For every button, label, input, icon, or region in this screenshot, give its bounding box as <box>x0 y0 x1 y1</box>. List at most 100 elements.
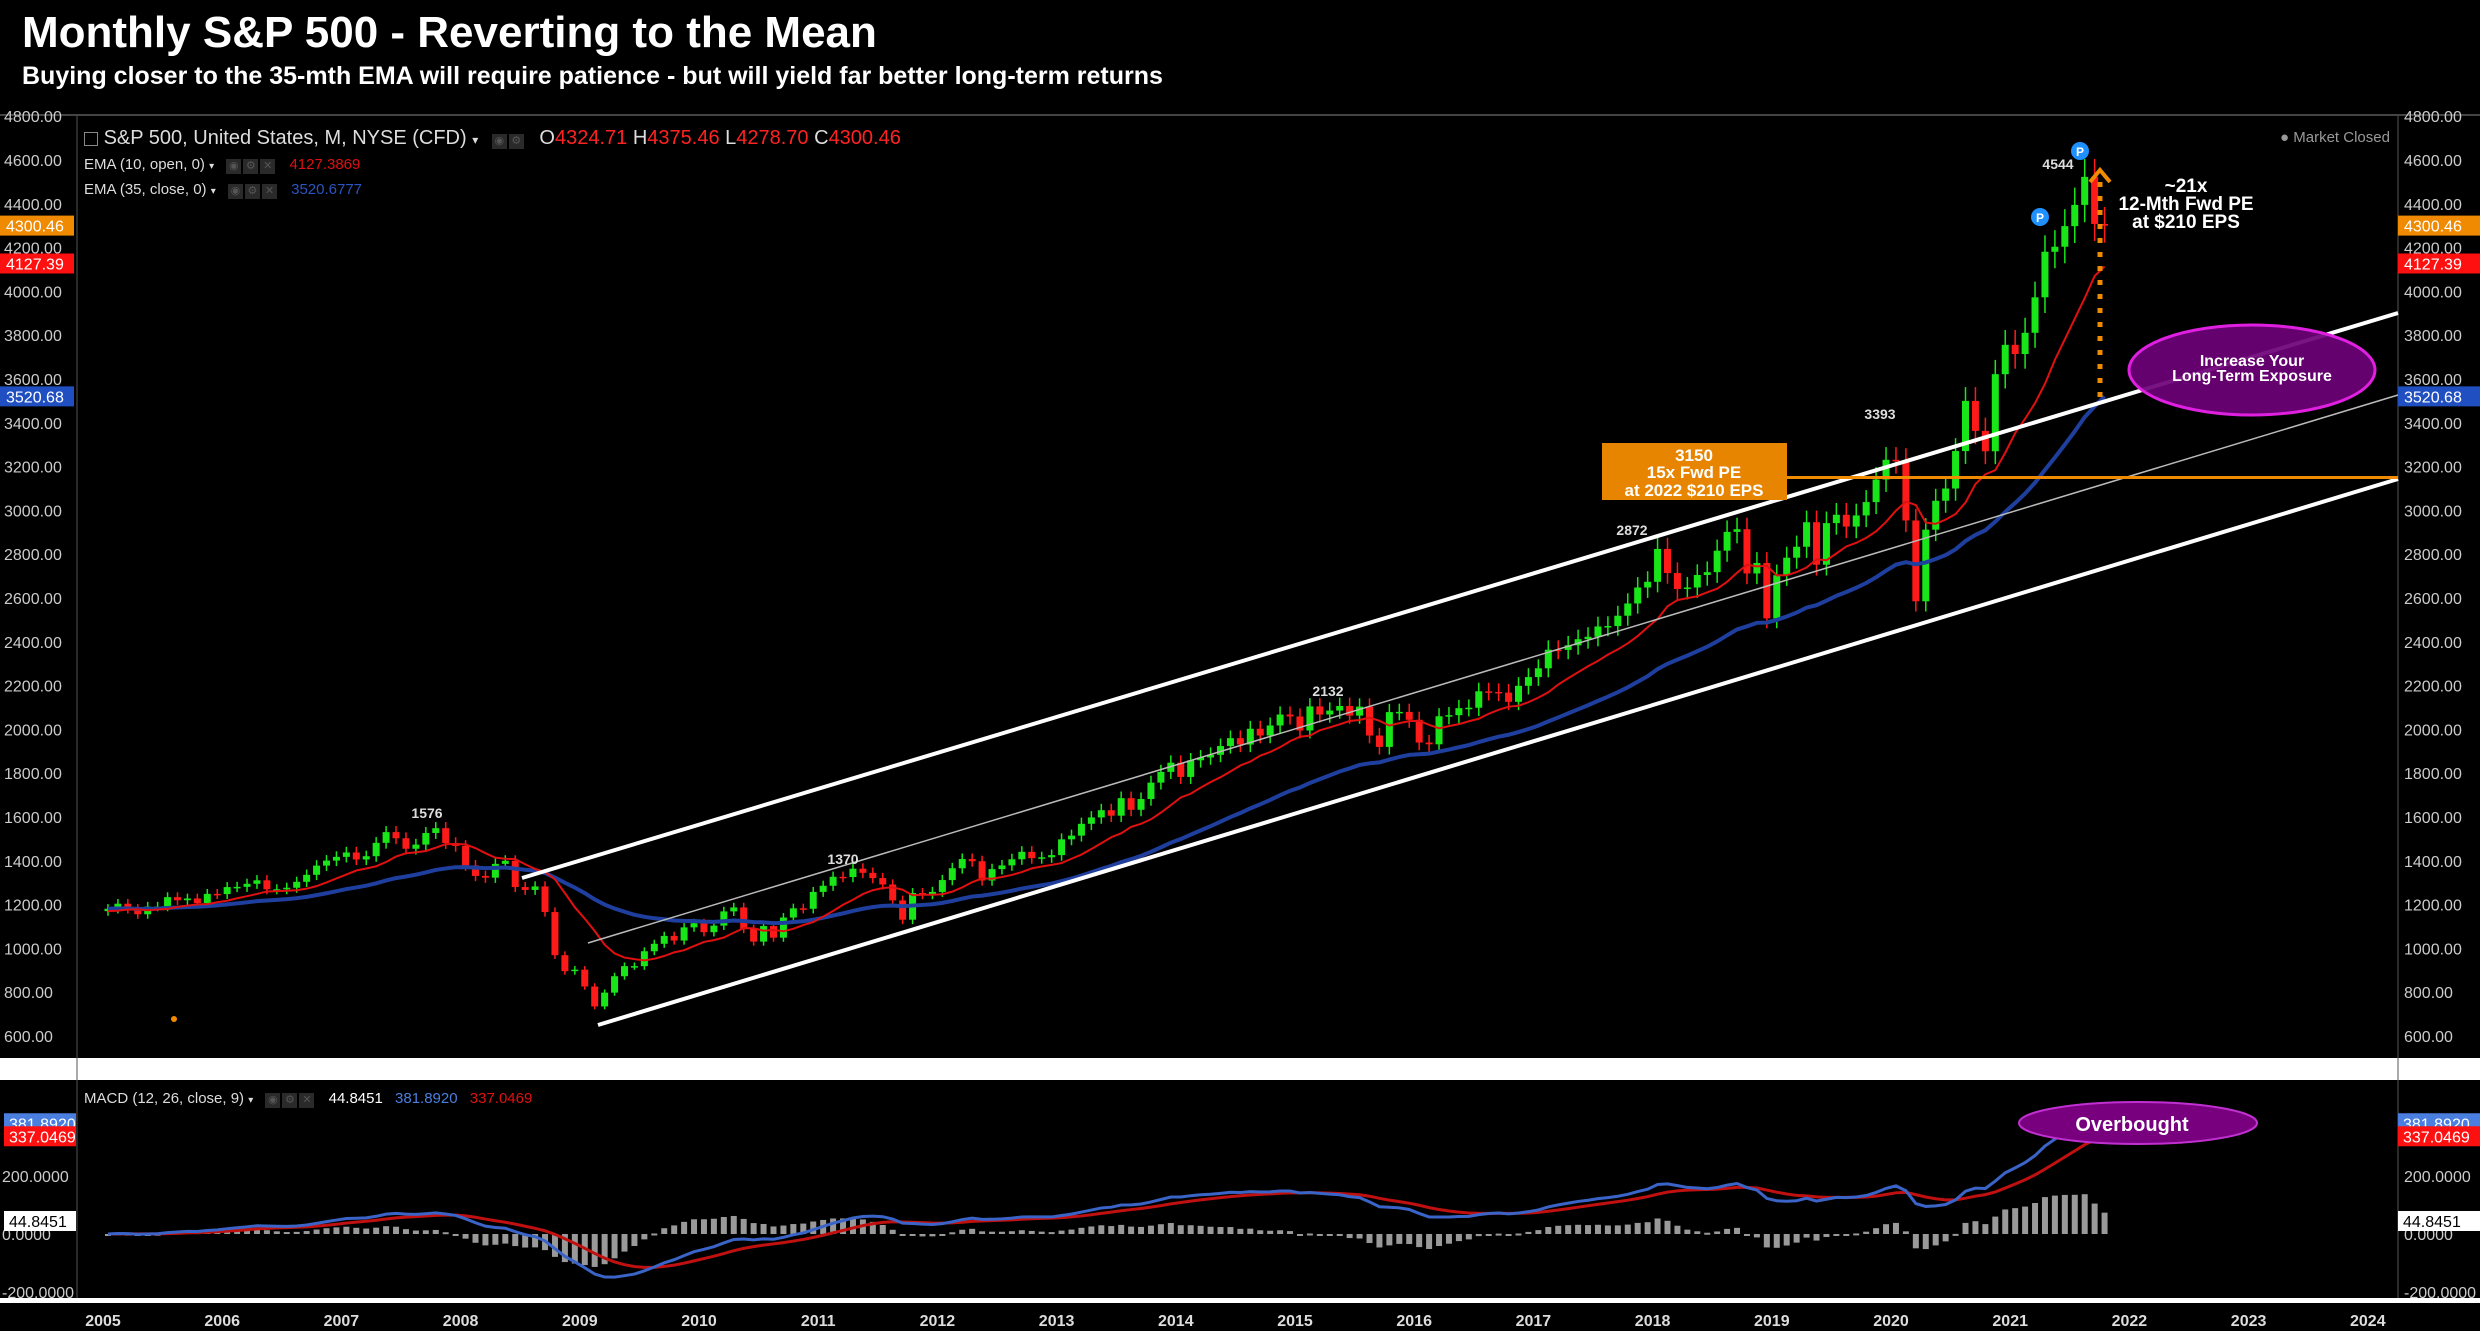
candle-body <box>1038 857 1046 859</box>
candle-body <box>1763 562 1771 619</box>
price-marker-label: 4127.39 <box>6 257 64 274</box>
candle-body <box>1733 529 1741 532</box>
macd-histogram-bar <box>631 1234 638 1247</box>
macd-histogram-bar <box>1485 1234 1492 1236</box>
channel-lower-line <box>597 477 2399 1027</box>
macd-line <box>107 1118 2105 1279</box>
gear-icon[interactable]: ⚙ <box>243 159 259 175</box>
candle-body <box>1097 810 1105 818</box>
close-label: C <box>814 127 829 149</box>
candle-body <box>1574 639 1582 646</box>
candle-body <box>1654 548 1662 582</box>
chevron-down-icon[interactable]: ▾ <box>472 133 479 147</box>
macd-histogram-bar <box>1734 1227 1741 1234</box>
candle-body <box>1693 575 1701 588</box>
gear-icon[interactable]: ⚙ <box>282 1093 298 1109</box>
symbol-name[interactable]: S&P 500, United States, M, NYSE (CFD) <box>103 127 467 149</box>
candle-body <box>591 986 599 1007</box>
candle-body <box>1604 626 1612 628</box>
chevron-down-icon[interactable]: ▾ <box>210 186 216 197</box>
macd-histogram-bar <box>1525 1231 1532 1234</box>
panel-divider <box>0 1058 2480 1080</box>
year-tick: 2017 <box>1516 1313 1552 1330</box>
macd-histogram-bar <box>998 1231 1005 1234</box>
macd-histogram-bar <box>1922 1234 1929 1250</box>
close-icon[interactable]: ✕ <box>261 184 277 200</box>
candle-body <box>1326 710 1334 715</box>
macd-histogram-bar <box>1475 1234 1482 1237</box>
macd-histogram-bar <box>720 1217 727 1234</box>
candle-body <box>1246 728 1254 745</box>
candle-body <box>1703 572 1711 576</box>
candle-body <box>1455 708 1463 716</box>
candle-body <box>1813 522 1820 565</box>
gear-icon[interactable]: ⚙ <box>508 134 524 150</box>
year-tick: 2011 <box>801 1313 836 1330</box>
chevron-down-icon[interactable]: ▾ <box>248 1095 254 1106</box>
year-tick: 2005 <box>85 1313 121 1330</box>
candle-body <box>114 903 122 909</box>
eye-icon[interactable]: ◉ <box>226 159 242 175</box>
candle-body <box>1783 557 1791 576</box>
candle-body <box>1991 374 1999 452</box>
macd-histogram-bar <box>750 1223 757 1234</box>
candle-body <box>1197 757 1205 761</box>
candle-body <box>541 886 549 913</box>
macd-histogram-bar <box>591 1234 598 1267</box>
price-marker-label: 4300.46 <box>2404 219 2462 236</box>
candle-body <box>1296 716 1304 731</box>
candle-body <box>799 908 807 910</box>
candle-body <box>372 842 380 857</box>
macd-histogram-bar <box>1912 1234 1919 1249</box>
price-tick-right: 4600.00 <box>2404 153 2462 170</box>
candle-body <box>1912 520 1920 602</box>
peak-label: 4544 <box>2042 156 2073 172</box>
macd-histogram-bar <box>1406 1234 1413 1245</box>
macd-histogram-bar <box>1773 1234 1780 1248</box>
candle-body <box>1435 716 1443 745</box>
collapse-icon[interactable] <box>84 131 98 146</box>
candle-body <box>1117 798 1125 816</box>
price-tick-right: 4000.00 <box>2404 284 2462 301</box>
candle-body <box>1952 451 1960 489</box>
macd-histogram-bar <box>1972 1221 1979 1234</box>
eye-icon[interactable]: ◉ <box>227 184 243 200</box>
low-value: 4278.70 <box>736 127 809 149</box>
chevron-down-icon[interactable]: ▾ <box>209 161 215 172</box>
macd-histogram-bar <box>1217 1227 1224 1234</box>
macd-histogram-bar <box>770 1226 777 1234</box>
macd-histogram-bar <box>1714 1231 1721 1234</box>
close-icon[interactable]: ✕ <box>299 1093 315 1109</box>
year-tick: 2015 <box>1277 1313 1313 1330</box>
candle-body <box>2051 246 2059 252</box>
price-tick-right: 800.00 <box>2404 985 2453 1002</box>
ema10-label[interactable]: EMA (10, open, 0) <box>84 156 205 173</box>
close-icon[interactable]: ✕ <box>260 159 276 175</box>
eye-icon[interactable]: ◉ <box>265 1093 281 1109</box>
price-tick-right: 1200.00 <box>2404 898 2462 915</box>
candle-body <box>1713 550 1721 573</box>
macd-histogram-bar <box>1048 1232 1055 1235</box>
year-tick: 2018 <box>1635 1313 1671 1330</box>
macd-histogram-bar <box>790 1224 797 1234</box>
macd-histogram-bar <box>710 1218 717 1234</box>
ema35-label[interactable]: EMA (35, close, 0) <box>84 181 207 198</box>
candle-body <box>1902 460 1910 521</box>
eye-icon[interactable]: ◉ <box>491 134 507 150</box>
candle-body <box>134 908 142 915</box>
candle-body <box>770 926 777 938</box>
macd-label[interactable]: MACD (12, 26, close, 9) <box>84 1090 245 1107</box>
macd-histogram-bar <box>1247 1228 1254 1234</box>
candle-body <box>1534 668 1542 678</box>
pe-box-line3: at 2022 $210 EPS <box>1625 481 1764 500</box>
macd-histogram-bar <box>1753 1234 1760 1238</box>
price-tick-right: 4200.00 <box>2404 241 2462 258</box>
gear-icon[interactable]: ⚙ <box>244 184 260 200</box>
macd-histogram-bar <box>879 1225 886 1234</box>
macd-histogram-bar <box>512 1234 519 1247</box>
candle-body <box>1634 587 1642 604</box>
candle-body <box>1177 762 1185 777</box>
macd-histogram-bar <box>1018 1230 1025 1234</box>
candle-body <box>978 861 986 881</box>
price-marker-label: 4300.46 <box>6 219 64 236</box>
